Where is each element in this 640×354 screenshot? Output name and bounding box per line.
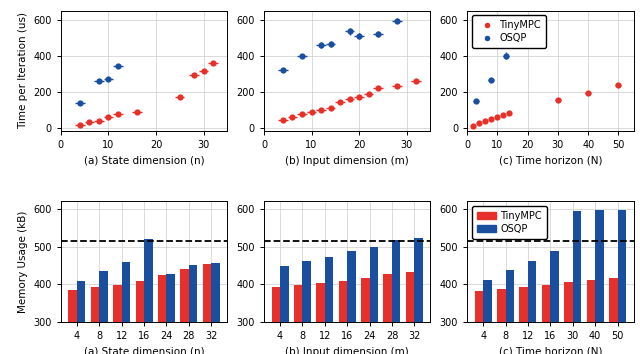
Bar xyxy=(369,247,378,354)
Bar xyxy=(520,287,528,354)
Bar xyxy=(361,278,369,354)
Y-axis label: Time per Iteration (us): Time per Iteration (us) xyxy=(18,12,28,130)
X-axis label: (b) Input dimension (m): (b) Input dimension (m) xyxy=(285,347,409,354)
Bar xyxy=(414,238,423,354)
Y-axis label: Memory Usage (kB): Memory Usage (kB) xyxy=(18,211,28,313)
Bar xyxy=(573,211,581,354)
Bar xyxy=(113,285,122,354)
X-axis label: (c) Time horizon (N): (c) Time horizon (N) xyxy=(499,347,602,354)
Bar xyxy=(483,280,492,354)
Bar xyxy=(528,261,536,354)
Bar xyxy=(294,285,303,354)
Bar xyxy=(587,280,595,354)
Bar xyxy=(158,275,166,354)
Bar xyxy=(303,261,311,354)
Bar xyxy=(406,272,414,354)
Bar xyxy=(339,281,347,354)
Bar xyxy=(203,264,211,354)
Bar xyxy=(316,283,325,354)
X-axis label: (a) State dimension (n): (a) State dimension (n) xyxy=(84,347,204,354)
Bar xyxy=(136,281,144,354)
Legend: TinyMPC, OSQP: TinyMPC, OSQP xyxy=(472,206,547,239)
Bar xyxy=(550,251,559,354)
Bar xyxy=(618,210,626,354)
Bar xyxy=(211,263,220,354)
Bar xyxy=(392,240,401,354)
Bar xyxy=(542,285,550,354)
Bar xyxy=(189,265,197,354)
Bar xyxy=(564,282,573,354)
Bar xyxy=(383,274,392,354)
Bar xyxy=(506,270,514,354)
Bar xyxy=(609,278,618,354)
Bar xyxy=(280,266,289,354)
Bar xyxy=(166,274,175,354)
Bar xyxy=(99,271,108,354)
Bar xyxy=(347,251,356,354)
X-axis label: (c) Time horizon (N): (c) Time horizon (N) xyxy=(499,156,602,166)
Bar xyxy=(68,290,77,354)
Bar xyxy=(271,287,280,354)
X-axis label: (a) State dimension (n): (a) State dimension (n) xyxy=(84,156,204,166)
Legend: TinyMPC, OSQP: TinyMPC, OSQP xyxy=(472,16,546,48)
Bar xyxy=(475,291,483,354)
Bar xyxy=(122,262,130,354)
Bar xyxy=(77,281,85,354)
Bar xyxy=(325,257,333,354)
Bar xyxy=(497,289,506,354)
Bar xyxy=(91,287,99,354)
Bar xyxy=(144,239,152,354)
Bar xyxy=(595,210,604,354)
Bar xyxy=(180,269,189,354)
X-axis label: (b) Input dimension (m): (b) Input dimension (m) xyxy=(285,156,409,166)
